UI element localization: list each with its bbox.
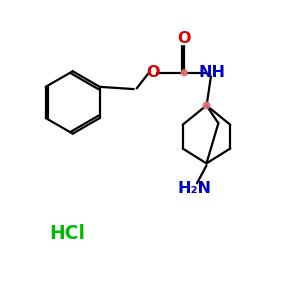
Text: H₂N: H₂N [178, 181, 212, 196]
Circle shape [181, 70, 187, 76]
Text: O: O [146, 65, 160, 80]
Circle shape [203, 102, 210, 109]
Text: NH: NH [199, 65, 226, 80]
Text: HCl: HCl [49, 224, 85, 243]
Text: O: O [177, 31, 191, 46]
